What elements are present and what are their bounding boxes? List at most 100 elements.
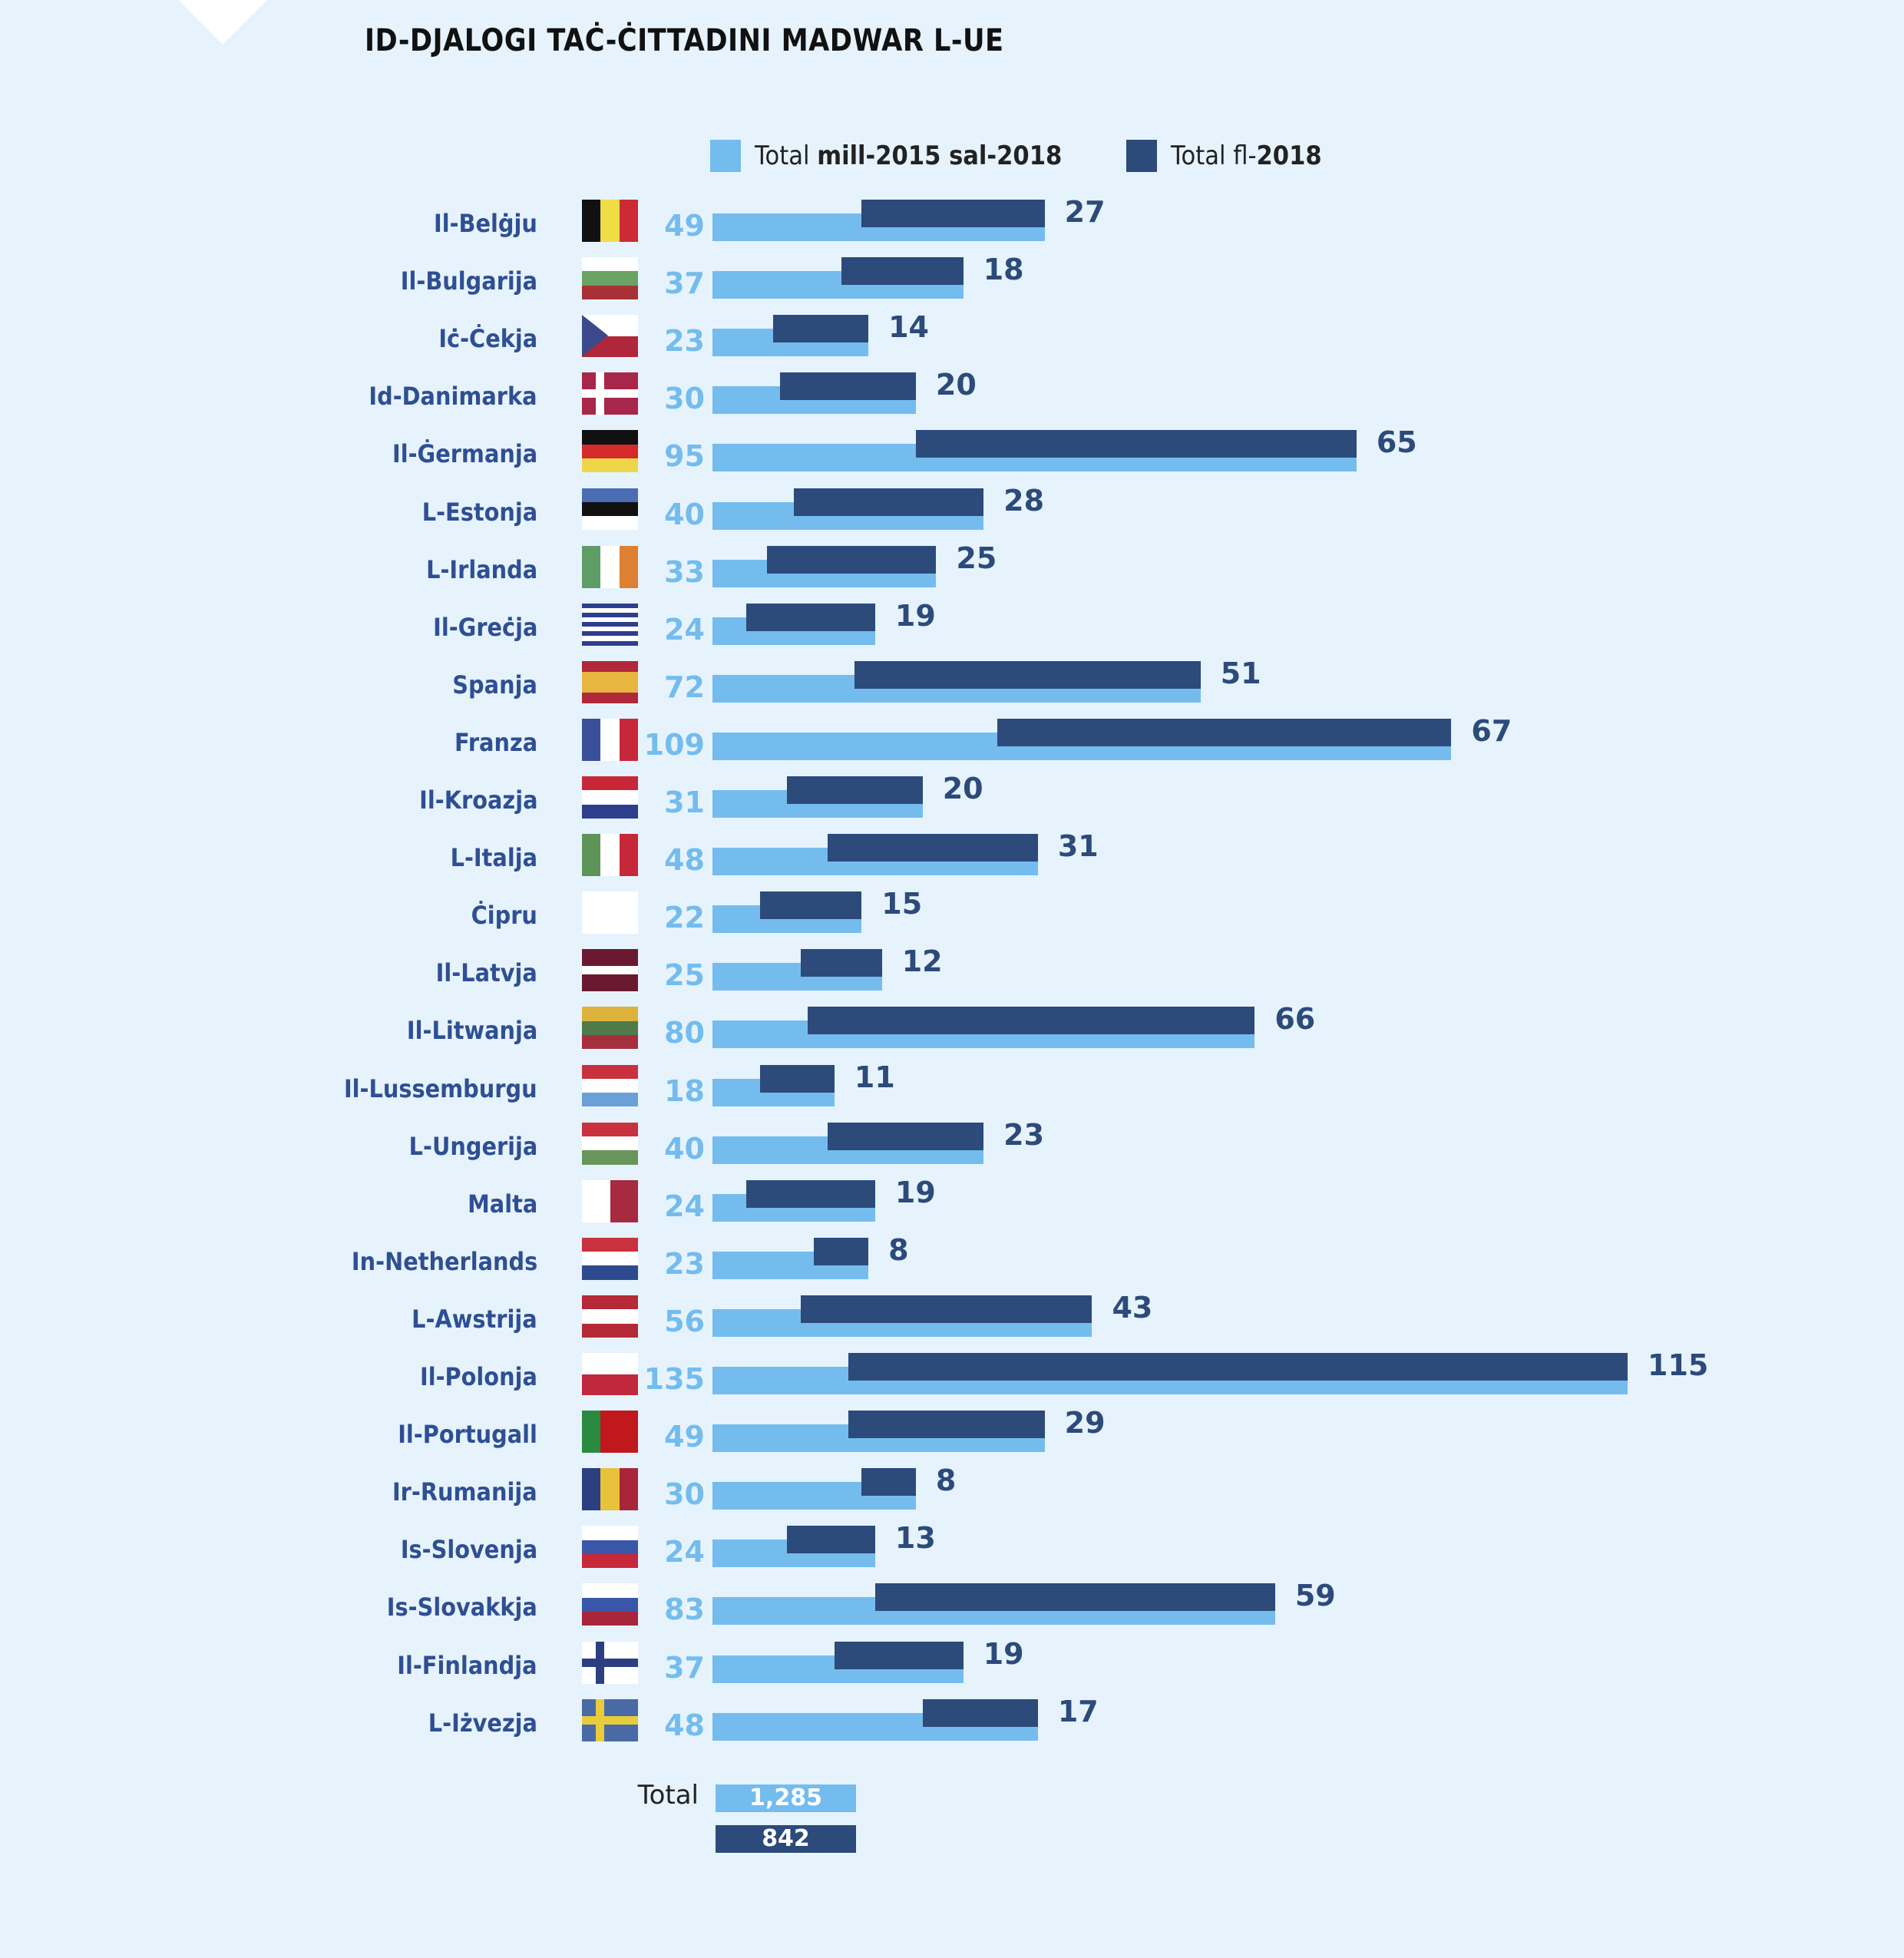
bar-2018	[807, 1007, 1255, 1035]
bar-row: L-Irlanda 33 25	[0, 541, 1904, 604]
bar-row: Franza 109 67	[0, 714, 1904, 776]
bar-2018	[773, 315, 869, 343]
flag-icon	[582, 718, 638, 761]
flag-icon	[582, 1583, 638, 1626]
country-label: Is-Slovakkja	[386, 1593, 537, 1622]
value-label-2015-2018: 37	[664, 266, 705, 301]
country-label: In-Netherlands	[351, 1246, 537, 1276]
value-label-2018: 19	[894, 598, 936, 633]
bar-2018	[746, 603, 875, 631]
bar-row: Il-Greċja 24 19	[0, 599, 1904, 661]
bar-2018	[915, 430, 1357, 458]
legend-prefix: Total	[755, 141, 818, 171]
legend-bold: 2018	[1256, 141, 1322, 171]
bar-2018	[787, 1526, 875, 1554]
value-label-2018: 19	[894, 1175, 936, 1209]
flag-icon	[582, 257, 638, 300]
country-label: Il-Belġju	[434, 209, 537, 238]
flag-icon	[582, 1295, 638, 1338]
value-label-2018: 31	[1057, 829, 1099, 864]
flag-icon	[582, 315, 638, 358]
legend-bold: mill-2015 sal-2018	[817, 141, 1063, 171]
flag-icon	[582, 1468, 638, 1511]
country-label: L-Estonja	[421, 497, 537, 527]
bar-2018	[841, 257, 964, 286]
bar-row: L-Ungerija 40 23	[0, 1118, 1904, 1180]
value-label-2015-2018: 48	[664, 1708, 705, 1742]
country-label: L-Iżvezja	[428, 1708, 537, 1738]
value-label-2018: 66	[1274, 1002, 1316, 1037]
country-label: Iċ-Ċekja	[438, 324, 537, 354]
value-label-2015-2018: 25	[664, 958, 705, 993]
bar-row: Il-Finlandja 37 19	[0, 1637, 1904, 1699]
bar-2018	[800, 1295, 1092, 1323]
country-label: L-Ungerija	[408, 1131, 537, 1161]
country-label: Il-Lussemburgu	[344, 1073, 537, 1103]
value-label-2015-2018: 24	[664, 612, 705, 647]
flag-icon	[582, 545, 638, 588]
value-label-2018: 51	[1220, 656, 1261, 690]
flag-icon	[582, 200, 638, 242]
flag-icon	[582, 1007, 638, 1050]
value-label-2018: 23	[1003, 1117, 1045, 1152]
value-label-2015-2018: 30	[664, 1477, 705, 1512]
bar-2018	[800, 949, 882, 977]
country-label: Spanja	[452, 670, 537, 700]
bar-row: Ir-Rumanija 30 8	[0, 1464, 1904, 1526]
value-label-2018: 8	[935, 1464, 957, 1498]
bar-row: Id-Danimarka 30 20	[0, 368, 1904, 430]
value-label-2015-2018: 80	[664, 1016, 705, 1050]
bar-2018	[834, 1641, 964, 1669]
flag-icon	[582, 1411, 638, 1454]
flag-icon	[582, 891, 638, 934]
value-label-2015-2018: 49	[664, 1420, 705, 1454]
flag-icon	[582, 1179, 638, 1222]
legend-prefix: Total fl-	[1171, 141, 1257, 171]
value-label-2018: 17	[1057, 1694, 1099, 1728]
value-label-2015-2018: 18	[664, 1073, 705, 1108]
flag-icon	[582, 430, 638, 473]
bar-2018	[787, 776, 923, 804]
chart-title: ID-DJALOGI TAĊ-ĊITTADINI MADWAR L-UE	[365, 23, 1004, 58]
totals-label: Total	[637, 1780, 699, 1811]
value-label-2015-2018: 40	[664, 497, 705, 531]
value-label-2018: 18	[983, 253, 1024, 287]
country-label: Il-Bulgarija	[400, 266, 537, 296]
bar-row: In-Netherlands 23 8	[0, 1233, 1904, 1295]
bar-row: Il-Bulgarija 37 18	[0, 253, 1904, 315]
value-label-2018: 11	[854, 1060, 895, 1094]
value-label-2015-2018: 33	[664, 554, 705, 589]
value-label-2018: 115	[1648, 1348, 1709, 1382]
value-label-2015-2018: 31	[664, 786, 705, 819]
value-label-2015-2018: 30	[664, 382, 705, 416]
flag-icon	[582, 1641, 638, 1684]
bar-row: Is-Slovakkja 83 59	[0, 1579, 1904, 1641]
bar-2018	[780, 372, 916, 401]
value-label-2015-2018: 83	[664, 1593, 705, 1627]
country-label: Il-Latvja	[435, 958, 537, 988]
value-label-2015-2018: 23	[664, 324, 705, 359]
legend-item-2018: Total fl-2018	[1126, 140, 1339, 172]
flag-icon	[582, 488, 638, 531]
bar-row: Il-Lussemburgu 18 11	[0, 1060, 1904, 1123]
bar-2018	[766, 545, 937, 574]
total-bar-dark: 842	[716, 1825, 856, 1853]
bar-row: Il-Litwanja 80 66	[0, 1002, 1904, 1064]
country-label: Ċipru	[471, 901, 537, 931]
value-label-2015-2018: 49	[664, 209, 705, 243]
value-label-2018: 29	[1064, 1406, 1106, 1440]
value-label-2015-2018: 109	[643, 727, 705, 762]
bar-row: Ċipru 22 15	[0, 887, 1904, 949]
bar-2018	[854, 660, 1201, 689]
bar-2018	[828, 1122, 984, 1150]
bar-2018	[997, 718, 1452, 746]
flag-icon	[582, 603, 638, 646]
value-label-2018: 19	[983, 1636, 1024, 1671]
value-label-2018: 14	[888, 310, 929, 345]
legend-swatch-light	[710, 140, 741, 172]
flag-icon	[582, 1064, 638, 1107]
country-label: L-Italja	[450, 843, 537, 873]
value-label-2015-2018: 72	[664, 670, 705, 704]
total-bar-light: 1,285	[716, 1784, 856, 1812]
flag-icon	[582, 1237, 638, 1280]
